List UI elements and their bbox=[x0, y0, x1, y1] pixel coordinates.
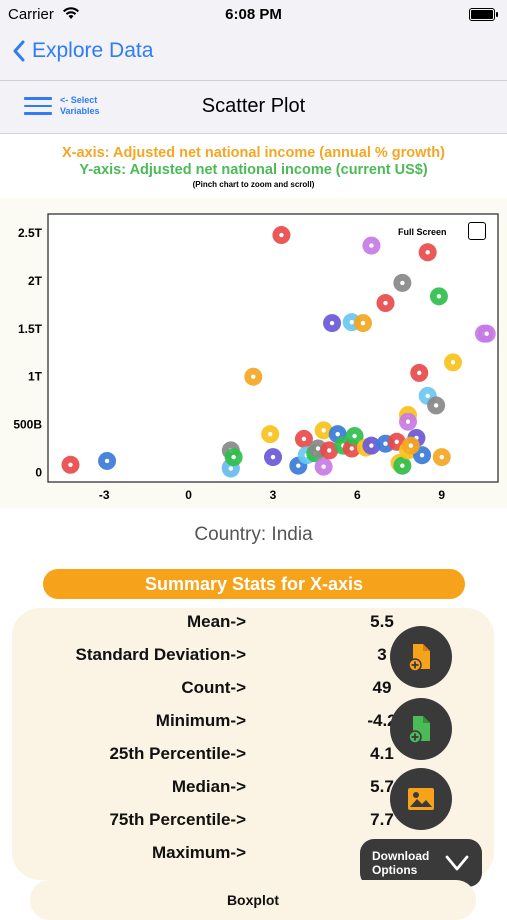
scatter-point[interactable] bbox=[354, 314, 372, 333]
y-tick-label: 2T bbox=[28, 274, 43, 288]
stat-row: Count-> 49 bbox=[12, 678, 494, 708]
stat-value: 3 bbox=[377, 645, 387, 664]
y-axis-description: Y-axis: Adjusted net national income (cu… bbox=[79, 162, 428, 178]
x-tick-label: 6 bbox=[354, 488, 361, 502]
y-tick-label: 0 bbox=[35, 465, 42, 479]
scatter-point[interactable] bbox=[444, 353, 462, 372]
x-tick-label: -3 bbox=[99, 488, 110, 502]
x-tick-label: 0 bbox=[185, 488, 192, 502]
stat-value: 5.5 bbox=[370, 612, 394, 631]
image-icon bbox=[408, 788, 434, 810]
scatter-point[interactable] bbox=[244, 367, 263, 386]
stat-label: Median-> bbox=[171, 777, 246, 796]
carrier-label: Carrier bbox=[8, 6, 54, 23]
scatter-point[interactable] bbox=[224, 448, 243, 467]
select-variables-button[interactable]: <- Select Variables bbox=[60, 95, 100, 117]
full-screen-checkbox[interactable] bbox=[468, 222, 486, 240]
stat-label: 25th Percentile-> bbox=[109, 744, 246, 763]
menu-icon[interactable] bbox=[24, 97, 52, 117]
y-tick-label: 2.5T bbox=[18, 226, 43, 240]
clock: 6:08 PM bbox=[225, 6, 282, 23]
scatter-point[interactable] bbox=[427, 396, 446, 415]
scatter-point[interactable] bbox=[393, 456, 412, 475]
scatter-point[interactable] bbox=[418, 243, 437, 262]
y-tick-label: 1.5T bbox=[18, 322, 43, 336]
wifi-icon bbox=[63, 7, 79, 19]
back-label: Explore Data bbox=[32, 39, 154, 62]
download-options-button[interactable]: Download Options bbox=[360, 839, 482, 887]
stat-value: 49 bbox=[372, 678, 392, 697]
stat-row: 25th Percentile-> 4.1 bbox=[12, 744, 494, 774]
download-label-line2: Options bbox=[372, 863, 418, 877]
stat-value: -4.2 bbox=[367, 711, 397, 730]
stat-value: 4.1 bbox=[370, 744, 394, 763]
scatter-point[interactable] bbox=[410, 363, 429, 382]
chevron-down-icon bbox=[445, 855, 469, 871]
scatter-chart[interactable]: 0 500B 1T 1.5T 2T 2.5T -3 0 3 6 9 bbox=[0, 198, 507, 508]
boxplot-card: Boxplot bbox=[30, 880, 476, 920]
stat-row: Minimum-> -4.2 bbox=[12, 711, 494, 741]
boxplot-title: Boxplot bbox=[226, 892, 280, 908]
select-variables-line2: Variables bbox=[60, 106, 100, 116]
x-axis-description: X-axis: Adjusted net national income (an… bbox=[62, 145, 445, 161]
stat-label: Maximum-> bbox=[152, 843, 246, 862]
scatter-point[interactable] bbox=[320, 441, 339, 460]
scatter-point[interactable] bbox=[323, 314, 342, 333]
back-button[interactable]: Explore Data bbox=[12, 39, 153, 63]
scatter-point[interactable] bbox=[264, 448, 282, 467]
stat-label: Minimum-> bbox=[155, 711, 246, 730]
scatter-point[interactable] bbox=[314, 421, 333, 440]
x-tick-label: 9 bbox=[438, 488, 445, 502]
summary-stats-header[interactable]: Summary Stats for X-axis bbox=[43, 569, 465, 599]
stat-label: 75th Percentile-> bbox=[109, 810, 246, 829]
scatter-point[interactable] bbox=[376, 294, 395, 313]
stat-row: 75th Percentile-> 7.7 bbox=[12, 810, 494, 840]
scatter-point[interactable] bbox=[399, 412, 417, 431]
stat-label: Mean-> bbox=[186, 612, 246, 631]
stat-label: Count-> bbox=[181, 678, 246, 697]
save-image-button[interactable] bbox=[390, 768, 452, 830]
chart-toolbar: <- Select Variables Scatter Plot bbox=[0, 81, 507, 134]
y-tick-label: 500B bbox=[13, 418, 42, 432]
axis-info: X-axis: Adjusted net national income (an… bbox=[0, 145, 507, 189]
x-tick-label: 3 bbox=[270, 488, 277, 502]
download-options-label: Download Options bbox=[372, 849, 444, 877]
scatter-point[interactable] bbox=[98, 451, 117, 470]
scatter-point[interactable] bbox=[272, 226, 291, 245]
scatter-point[interactable] bbox=[429, 287, 448, 306]
scatter-point[interactable] bbox=[432, 448, 451, 467]
scatter-point[interactable] bbox=[362, 236, 381, 255]
chevron-left-icon bbox=[13, 40, 25, 62]
stat-value: 5.7 bbox=[370, 777, 394, 796]
scatter-point[interactable] bbox=[314, 457, 333, 476]
scatter-point[interactable] bbox=[294, 429, 313, 448]
y-tick-label: 1T bbox=[28, 370, 43, 384]
scatter-point[interactable] bbox=[401, 436, 420, 455]
pinch-hint: (Pinch chart to zoom and scroll) bbox=[192, 180, 315, 189]
select-variables-line1: <- Select bbox=[60, 95, 98, 105]
scatter-point[interactable] bbox=[393, 273, 412, 292]
stat-row: Mean-> 5.5 bbox=[12, 612, 494, 642]
scatter-point[interactable] bbox=[61, 455, 80, 474]
scatter-point[interactable] bbox=[261, 425, 280, 444]
add-spreadsheet-button[interactable] bbox=[390, 698, 452, 760]
battery-icon bbox=[469, 8, 498, 21]
add-document-button[interactable] bbox=[390, 626, 452, 688]
stat-row: Standard Deviation-> 3 bbox=[12, 645, 494, 675]
add-spreadsheet-icon bbox=[408, 716, 430, 744]
full-screen-label: Full Screen bbox=[398, 227, 447, 237]
scatter-plot-svg[interactable]: 0 500B 1T 1.5T 2T 2.5T -3 0 3 6 9 bbox=[0, 198, 507, 508]
status-bar: Carrier 6:08 PM bbox=[0, 0, 507, 30]
stat-value: 7.7 bbox=[370, 810, 394, 829]
country-label: Country: India bbox=[194, 524, 313, 545]
stat-label: Standard Deviation-> bbox=[75, 645, 246, 664]
page-title: Scatter Plot bbox=[201, 95, 306, 117]
scatter-point[interactable] bbox=[477, 324, 496, 343]
navigation-bar: Explore Data bbox=[0, 30, 507, 81]
add-document-icon bbox=[408, 644, 430, 672]
scatter-point[interactable] bbox=[362, 436, 381, 455]
stat-row: Median-> 5.7 bbox=[12, 777, 494, 807]
download-label-line1: Download bbox=[372, 849, 430, 863]
scatter-point[interactable] bbox=[345, 427, 364, 446]
